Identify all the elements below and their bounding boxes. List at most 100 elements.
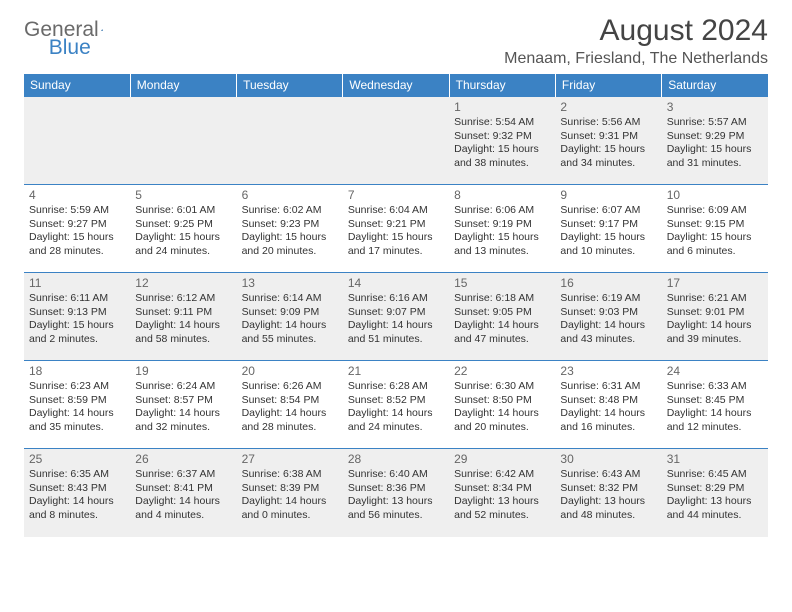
calendar-cell: 25Sunrise: 6:35 AMSunset: 8:43 PMDayligh… — [24, 449, 130, 537]
daylight-text: Daylight: 14 hours and 47 minutes. — [454, 319, 550, 346]
day-number: 24 — [667, 364, 763, 379]
daylight-text: Daylight: 15 hours and 24 minutes. — [135, 231, 231, 258]
sunrise-text: Sunrise: 6:45 AM — [667, 468, 763, 481]
sunset-text: Sunset: 8:54 PM — [242, 394, 338, 407]
day-number: 29 — [454, 452, 550, 467]
day-number: 13 — [242, 276, 338, 291]
sunset-text: Sunset: 8:29 PM — [667, 482, 763, 495]
calendar-cell: 16Sunrise: 6:19 AMSunset: 9:03 PMDayligh… — [555, 273, 661, 361]
daylight-text: Daylight: 15 hours and 6 minutes. — [667, 231, 763, 258]
daylight-text: Daylight: 15 hours and 13 minutes. — [454, 231, 550, 258]
sunrise-text: Sunrise: 6:07 AM — [560, 204, 656, 217]
day-number: 17 — [667, 276, 763, 291]
sunrise-text: Sunrise: 6:42 AM — [454, 468, 550, 481]
calendar-cell — [24, 97, 130, 185]
daylight-text: Daylight: 15 hours and 2 minutes. — [29, 319, 125, 346]
sunrise-text: Sunrise: 6:30 AM — [454, 380, 550, 393]
daylight-text: Daylight: 14 hours and 12 minutes. — [667, 407, 763, 434]
daylight-text: Daylight: 14 hours and 20 minutes. — [454, 407, 550, 434]
calendar-cell: 4Sunrise: 5:59 AMSunset: 9:27 PMDaylight… — [24, 185, 130, 273]
daylight-text: Daylight: 14 hours and 0 minutes. — [242, 495, 338, 522]
sunrise-text: Sunrise: 5:57 AM — [667, 116, 763, 129]
sunrise-text: Sunrise: 6:35 AM — [29, 468, 125, 481]
calendar-cell: 22Sunrise: 6:30 AMSunset: 8:50 PMDayligh… — [449, 361, 555, 449]
day-number: 12 — [135, 276, 231, 291]
sunrise-text: Sunrise: 6:09 AM — [667, 204, 763, 217]
calendar-week-row: 4Sunrise: 5:59 AMSunset: 9:27 PMDaylight… — [24, 185, 768, 273]
sunset-text: Sunset: 9:01 PM — [667, 306, 763, 319]
sunset-text: Sunset: 8:41 PM — [135, 482, 231, 495]
day-number: 25 — [29, 452, 125, 467]
sunset-text: Sunset: 8:39 PM — [242, 482, 338, 495]
month-title: August 2024 — [504, 14, 768, 48]
sunset-text: Sunset: 9:07 PM — [348, 306, 444, 319]
sunset-text: Sunset: 9:09 PM — [242, 306, 338, 319]
calendar-cell: 19Sunrise: 6:24 AMSunset: 8:57 PMDayligh… — [130, 361, 236, 449]
sunset-text: Sunset: 9:32 PM — [454, 130, 550, 143]
calendar-cell: 20Sunrise: 6:26 AMSunset: 8:54 PMDayligh… — [237, 361, 343, 449]
sunrise-text: Sunrise: 6:12 AM — [135, 292, 231, 305]
daylight-text: Daylight: 14 hours and 16 minutes. — [560, 407, 656, 434]
sunset-text: Sunset: 9:25 PM — [135, 218, 231, 231]
daylight-text: Daylight: 14 hours and 4 minutes. — [135, 495, 231, 522]
logo-sail-icon — [101, 21, 103, 39]
calendar-cell: 6Sunrise: 6:02 AMSunset: 9:23 PMDaylight… — [237, 185, 343, 273]
sunset-text: Sunset: 8:36 PM — [348, 482, 444, 495]
calendar-cell — [343, 97, 449, 185]
sunset-text: Sunset: 8:57 PM — [135, 394, 231, 407]
sunrise-text: Sunrise: 6:14 AM — [242, 292, 338, 305]
day-number: 8 — [454, 188, 550, 203]
sunrise-text: Sunrise: 6:01 AM — [135, 204, 231, 217]
day-number: 15 — [454, 276, 550, 291]
day-number: 31 — [667, 452, 763, 467]
day-number: 26 — [135, 452, 231, 467]
calendar-cell: 26Sunrise: 6:37 AMSunset: 8:41 PMDayligh… — [130, 449, 236, 537]
location: Menaam, Friesland, The Netherlands — [504, 50, 768, 68]
sunset-text: Sunset: 9:27 PM — [29, 218, 125, 231]
calendar-cell: 3Sunrise: 5:57 AMSunset: 9:29 PMDaylight… — [662, 97, 768, 185]
sunset-text: Sunset: 8:50 PM — [454, 394, 550, 407]
daylight-text: Daylight: 14 hours and 24 minutes. — [348, 407, 444, 434]
calendar-cell: 24Sunrise: 6:33 AMSunset: 8:45 PMDayligh… — [662, 361, 768, 449]
day-number: 7 — [348, 188, 444, 203]
dayname-thursday: Thursday — [449, 74, 555, 97]
daylight-text: Daylight: 14 hours and 39 minutes. — [667, 319, 763, 346]
calendar-cell: 11Sunrise: 6:11 AMSunset: 9:13 PMDayligh… — [24, 273, 130, 361]
day-number: 28 — [348, 452, 444, 467]
calendar-week-row: 11Sunrise: 6:11 AMSunset: 9:13 PMDayligh… — [24, 273, 768, 361]
sunset-text: Sunset: 8:32 PM — [560, 482, 656, 495]
day-number: 22 — [454, 364, 550, 379]
calendar-cell: 13Sunrise: 6:14 AMSunset: 9:09 PMDayligh… — [237, 273, 343, 361]
sunrise-text: Sunrise: 6:04 AM — [348, 204, 444, 217]
daylight-text: Daylight: 14 hours and 28 minutes. — [242, 407, 338, 434]
sunrise-text: Sunrise: 6:28 AM — [348, 380, 444, 393]
dayname-friday: Friday — [555, 74, 661, 97]
daylight-text: Daylight: 14 hours and 35 minutes. — [29, 407, 125, 434]
calendar-cell: 18Sunrise: 6:23 AMSunset: 8:59 PMDayligh… — [24, 361, 130, 449]
calendar-week-row: 18Sunrise: 6:23 AMSunset: 8:59 PMDayligh… — [24, 361, 768, 449]
day-number: 20 — [242, 364, 338, 379]
calendar-cell: 2Sunrise: 5:56 AMSunset: 9:31 PMDaylight… — [555, 97, 661, 185]
sunrise-text: Sunrise: 6:06 AM — [454, 204, 550, 217]
dayname-sunday: Sunday — [24, 74, 130, 97]
daylight-text: Daylight: 15 hours and 38 minutes. — [454, 143, 550, 170]
calendar-cell: 31Sunrise: 6:45 AMSunset: 8:29 PMDayligh… — [662, 449, 768, 537]
sunrise-text: Sunrise: 6:19 AM — [560, 292, 656, 305]
day-number: 23 — [560, 364, 656, 379]
daylight-text: Daylight: 14 hours and 32 minutes. — [135, 407, 231, 434]
sunset-text: Sunset: 9:15 PM — [667, 218, 763, 231]
day-number: 14 — [348, 276, 444, 291]
dayname-wednesday: Wednesday — [343, 74, 449, 97]
calendar-cell: 23Sunrise: 6:31 AMSunset: 8:48 PMDayligh… — [555, 361, 661, 449]
sunrise-text: Sunrise: 6:37 AM — [135, 468, 231, 481]
calendar-cell: 27Sunrise: 6:38 AMSunset: 8:39 PMDayligh… — [237, 449, 343, 537]
sunrise-text: Sunrise: 6:31 AM — [560, 380, 656, 393]
daylight-text: Daylight: 13 hours and 48 minutes. — [560, 495, 656, 522]
daylight-text: Daylight: 13 hours and 52 minutes. — [454, 495, 550, 522]
day-number: 10 — [667, 188, 763, 203]
sunrise-text: Sunrise: 6:11 AM — [29, 292, 125, 305]
sunrise-text: Sunrise: 6:21 AM — [667, 292, 763, 305]
sunrise-text: Sunrise: 6:23 AM — [29, 380, 125, 393]
sunrise-text: Sunrise: 6:40 AM — [348, 468, 444, 481]
sunset-text: Sunset: 8:43 PM — [29, 482, 125, 495]
